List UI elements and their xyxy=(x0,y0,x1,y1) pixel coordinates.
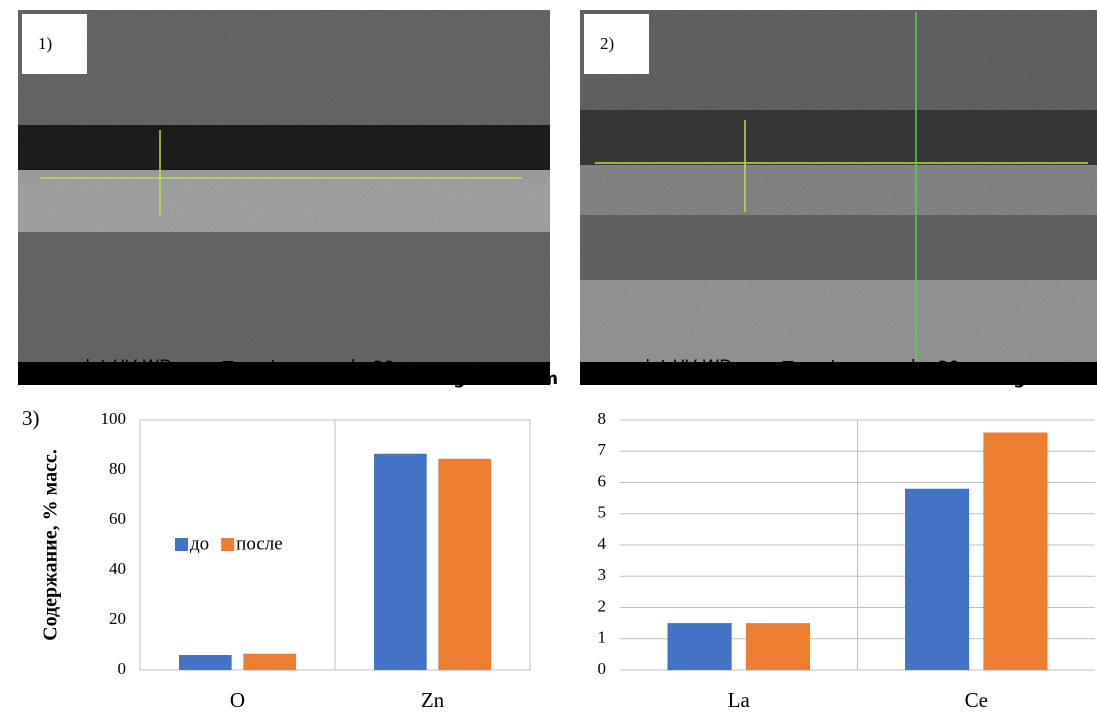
label-box xyxy=(22,14,87,74)
y-tick-label: 60 xyxy=(109,509,126,528)
y-axis-label: Содержание, % масс. xyxy=(40,449,62,641)
y-tick-label: 3 xyxy=(598,565,607,584)
y-tick-label: 80 xyxy=(109,459,126,478)
y-tick-label: 8 xyxy=(598,409,607,428)
figure: 1) 2) curr det HV WD mag ⊞ spot vac mode… xyxy=(0,0,1097,715)
y-tick-label: 40 xyxy=(109,559,126,578)
bar xyxy=(374,454,427,670)
x-tick-label: Zn xyxy=(421,688,445,712)
legend-label: после xyxy=(236,533,283,554)
y-tick-label: 20 xyxy=(109,609,126,628)
y-tick-label: 5 xyxy=(598,503,607,522)
bar xyxy=(983,433,1047,671)
legend-label: до xyxy=(190,533,209,554)
sem-coating: Hi-Res Gold on Carbon xyxy=(869,369,1061,389)
y-tick-label: 0 xyxy=(598,659,607,678)
label-box xyxy=(584,14,649,74)
bar xyxy=(243,654,296,670)
y-tick-label: 4 xyxy=(598,534,607,553)
x-tick-label: La xyxy=(728,688,751,712)
y-tick-label: 2 xyxy=(598,596,607,615)
y-tick-label: 100 xyxy=(101,409,127,428)
legend-swatch xyxy=(221,538,234,551)
bar xyxy=(746,623,810,670)
panel-label: 1) xyxy=(38,34,52,53)
bar xyxy=(438,459,491,670)
legend-swatch xyxy=(175,538,188,551)
y-tick-label: 6 xyxy=(598,471,607,490)
x-tick-label: O xyxy=(230,688,245,712)
bar xyxy=(905,489,969,670)
x-tick-label: Ce xyxy=(965,688,988,712)
bar xyxy=(179,655,232,670)
panel-label: 3) xyxy=(22,406,40,430)
sem-image xyxy=(580,10,1097,385)
y-tick-label: 0 xyxy=(118,659,127,678)
y-tick-label: 1 xyxy=(598,628,607,647)
sem-image xyxy=(18,10,550,385)
y-tick-label: 7 xyxy=(598,440,607,459)
panel-label: 2) xyxy=(600,34,614,53)
sem-coating: Hi-Res Gold on Carbon xyxy=(304,369,496,389)
bar xyxy=(668,623,732,670)
